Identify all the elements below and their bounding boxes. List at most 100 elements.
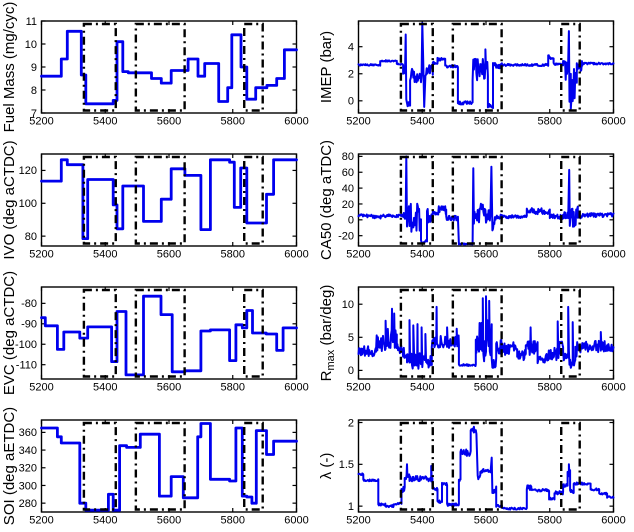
- y-tick-label: 320: [19, 463, 37, 475]
- x-tick-label: 5600: [157, 515, 181, 527]
- subplot-ca50: 5200 5400 5600 5800 6000 -20 0 20 40 60 80 CA50 (de…: [317, 133, 634, 266]
- chart-svg: 5200 5400 5600 5800 6000 7 8 9 10 11 Fuel Mass (mg…: [1, 2, 309, 133]
- highlight-region: [451, 421, 503, 511]
- y-tick-label: 1: [348, 501, 354, 513]
- highlight-region: [82, 288, 117, 378]
- x-tick-label: 5400: [410, 515, 434, 527]
- y-tick-label: 80: [342, 151, 354, 163]
- axes-box: [357, 419, 615, 513]
- highlight-region: [243, 155, 264, 245]
- y-tick-label: -100: [15, 339, 37, 351]
- subplot-evc: 5200 5400 5600 5800 6000 -110 -100 -90 -80 EVC (d…: [0, 266, 317, 399]
- x-tick-label: 5400: [410, 116, 434, 128]
- x-tick-label: 5400: [93, 116, 117, 128]
- x-tick-label: 5800: [221, 382, 245, 394]
- y-tick-label: 80: [25, 231, 37, 243]
- y-axis-label: Fuel Mass (mg/cyc): [1, 2, 18, 133]
- highlight-region: [134, 155, 186, 245]
- x-tick-label: 5600: [474, 515, 498, 527]
- y-tick-label: 5: [348, 332, 354, 344]
- trace-line: [40, 29, 298, 106]
- highlight-region: [82, 22, 117, 112]
- x-tick-label: 6000: [284, 116, 308, 128]
- x-tick-label: 6000: [284, 249, 308, 261]
- y-tick-label: 20: [342, 199, 354, 211]
- highlight-region: [134, 288, 186, 378]
- chart-svg: 5200 5400 5600 5800 6000 -20 0 20 40 60 80 CA50 (de…: [318, 140, 626, 261]
- y-axis-label: Rmax (bar/deg): [318, 285, 337, 382]
- highlight-region: [399, 288, 434, 378]
- x-tick-label: 5400: [93, 249, 117, 261]
- x-tick-label: 5800: [221, 249, 245, 261]
- x-tick-label: 5600: [157, 249, 181, 261]
- highlight-region: [243, 421, 264, 511]
- x-tick-label: 5600: [474, 382, 498, 394]
- y-tick-label: 0: [348, 215, 354, 227]
- y-tick-label: -80: [21, 298, 37, 310]
- highlight-region: [82, 421, 117, 511]
- x-tick-label: 5600: [157, 382, 181, 394]
- x-tick-label: 5600: [157, 116, 181, 128]
- x-tick-label: 6000: [284, 515, 308, 527]
- x-tick-label: 5800: [538, 249, 562, 261]
- highlight-region: [451, 288, 503, 378]
- trace-line: [357, 295, 615, 370]
- axes-box: [40, 20, 298, 114]
- highlight-region: [560, 421, 581, 511]
- y-axis-label: CA50 (deg aTDC): [318, 140, 335, 260]
- y-tick-label: 4: [348, 42, 354, 54]
- y-tick-label: -90: [21, 319, 37, 331]
- y-axis-label: EVC (deg aCTDC): [1, 271, 18, 395]
- y-tick-label: -20: [338, 230, 354, 242]
- axes-box: [357, 153, 615, 247]
- y-tick-label: 100: [19, 198, 37, 210]
- highlight-region: [399, 155, 434, 245]
- x-tick-label: 5200: [346, 249, 370, 261]
- x-tick-label: 5400: [93, 382, 117, 394]
- y-tick-label: 10: [25, 39, 37, 51]
- y-tick-label: 2: [348, 417, 354, 429]
- trace-line: [40, 294, 298, 377]
- highlight-region: [451, 155, 503, 245]
- x-tick-label: 5600: [474, 249, 498, 261]
- x-tick-label: 6000: [601, 382, 625, 394]
- x-tick-label: 5200: [29, 382, 53, 394]
- x-tick-label: 5400: [410, 249, 434, 261]
- x-tick-label: 5200: [29, 515, 53, 527]
- x-tick-label: 6000: [601, 249, 625, 261]
- y-tick-label: 120: [19, 165, 37, 177]
- y-tick-label: 7: [31, 108, 37, 120]
- subplot-ivo: 5200 5400 5600 5800 6000 80 100 120 IVO (deg aCT…: [0, 133, 317, 266]
- highlight-region: [560, 22, 581, 112]
- y-axis-label: SOI (deg aETDC): [1, 407, 18, 525]
- x-tick-label: 5200: [346, 382, 370, 394]
- y-tick-label: 11: [26, 16, 37, 28]
- trace-line: [40, 422, 298, 512]
- y-axis-label: IMEP (bar): [318, 31, 335, 103]
- x-tick-label: 6000: [601, 515, 625, 527]
- x-tick-label: 6000: [601, 116, 625, 128]
- x-tick-label: 5400: [410, 382, 434, 394]
- x-tick-label: 5800: [221, 515, 245, 527]
- y-tick-label: 60: [342, 167, 354, 179]
- y-tick-label: -110: [16, 359, 37, 371]
- y-tick-label: 300: [19, 480, 37, 492]
- highlight-region: [134, 421, 186, 511]
- x-tick-label: 6000: [284, 382, 308, 394]
- highlight-region: [134, 22, 186, 112]
- chart-svg: 5200 5400 5600 5800 6000 1 1.5 2 λ (-): [318, 417, 626, 527]
- y-tick-label: 9: [31, 62, 37, 74]
- x-tick-label: 5600: [474, 116, 498, 128]
- subplot-imep: 5200 5400 5600 5800 6000 0 2 4 IMEP (bar): [317, 0, 634, 133]
- x-tick-label: 5800: [538, 515, 562, 527]
- highlight-region: [82, 155, 117, 245]
- y-axis-label: λ (-): [318, 453, 335, 480]
- highlight-region: [243, 22, 264, 112]
- x-tick-label: 5800: [538, 382, 562, 394]
- highlight-region: [243, 288, 264, 378]
- x-tick-label: 5200: [29, 249, 53, 261]
